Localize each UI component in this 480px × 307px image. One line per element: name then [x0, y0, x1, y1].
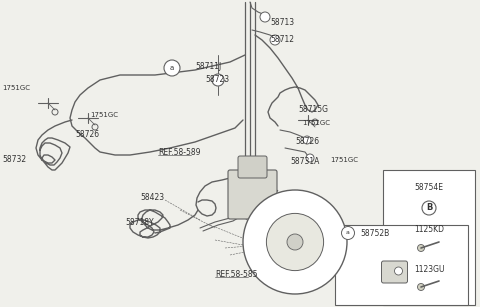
- Text: 58712: 58712: [270, 35, 294, 44]
- Text: 1751GC: 1751GC: [330, 157, 358, 163]
- Circle shape: [306, 154, 314, 162]
- Circle shape: [266, 213, 324, 270]
- Text: 58726: 58726: [295, 137, 319, 146]
- Text: B: B: [426, 204, 432, 212]
- Text: 58732: 58732: [2, 155, 26, 164]
- Text: 58723: 58723: [205, 75, 229, 84]
- Text: 1751GC: 1751GC: [90, 112, 118, 118]
- FancyBboxPatch shape: [228, 170, 277, 219]
- Text: 1125KD: 1125KD: [414, 225, 444, 234]
- Text: 58726: 58726: [75, 130, 99, 139]
- Text: 58752B: 58752B: [360, 228, 389, 238]
- Text: REF.58-585: REF.58-585: [215, 270, 257, 279]
- Text: 1751GC: 1751GC: [302, 120, 330, 126]
- Text: 1123GU: 1123GU: [414, 265, 444, 274]
- FancyBboxPatch shape: [238, 156, 267, 178]
- Text: 58718Y: 58718Y: [125, 218, 154, 227]
- Text: a: a: [170, 65, 174, 71]
- Text: 58711J: 58711J: [195, 62, 221, 71]
- Circle shape: [395, 267, 403, 275]
- Text: a: a: [346, 231, 350, 235]
- Circle shape: [287, 234, 303, 250]
- Text: 58731A: 58731A: [290, 157, 319, 166]
- Bar: [383, 170, 475, 305]
- Text: 58754E: 58754E: [415, 183, 444, 192]
- Text: 58715G: 58715G: [298, 105, 328, 114]
- Circle shape: [303, 136, 311, 144]
- FancyBboxPatch shape: [382, 261, 408, 283]
- Circle shape: [164, 60, 180, 76]
- Circle shape: [418, 244, 424, 251]
- Bar: [335, 225, 468, 305]
- Circle shape: [270, 35, 280, 45]
- Text: 58713: 58713: [270, 18, 294, 27]
- Text: REF.58-589: REF.58-589: [158, 148, 201, 157]
- Circle shape: [212, 74, 224, 86]
- Text: 1751GC: 1751GC: [2, 85, 30, 91]
- Circle shape: [418, 283, 424, 290]
- Circle shape: [422, 201, 436, 215]
- Circle shape: [260, 12, 270, 22]
- Text: 58423: 58423: [140, 193, 164, 202]
- Circle shape: [341, 227, 355, 239]
- Circle shape: [243, 190, 347, 294]
